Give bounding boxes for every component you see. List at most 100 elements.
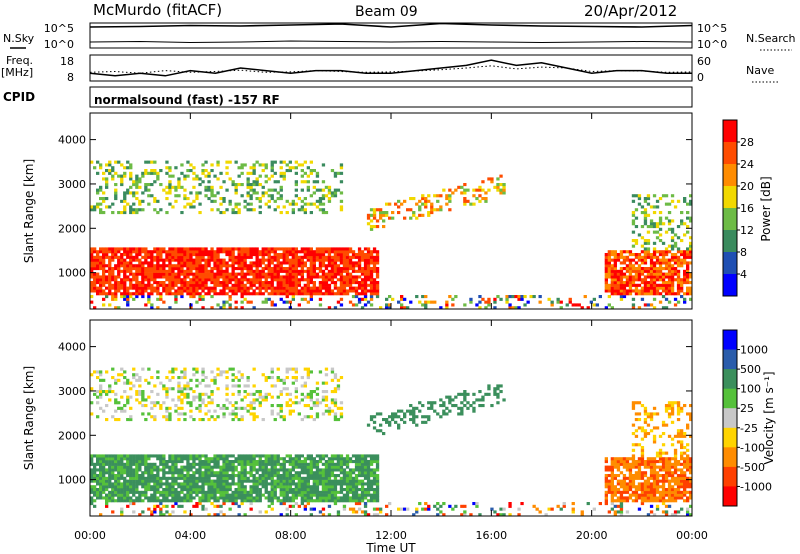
heatmap-cell: [201, 454, 205, 458]
heatmap-cell: [153, 289, 157, 293]
heatmap-cell: [114, 490, 118, 494]
heatmap-cell: [189, 476, 193, 480]
heatmap-cell: [673, 269, 678, 273]
heatmap-cell: [658, 292, 663, 296]
heatmap-cell: [288, 398, 292, 402]
heatmap-cell: [649, 225, 654, 229]
heatmap-cell: [610, 253, 614, 257]
heatmap-cell: [153, 275, 157, 279]
heatmap-cell: [201, 378, 205, 382]
heatmap-cell: [604, 275, 608, 279]
heatmap-cell: [240, 499, 244, 503]
heatmap-cell: [102, 267, 106, 271]
heatmap-cell: [487, 303, 491, 307]
heatmap-cell: [228, 177, 232, 181]
heatmap-cell: [111, 278, 115, 282]
heatmap-cell: [153, 281, 157, 285]
heatmap-cell: [255, 482, 259, 486]
heatmap-cell: [183, 476, 187, 480]
power-heatmap: [90, 160, 693, 310]
heatmap-cell: [406, 507, 410, 511]
heatmap-cell: [640, 292, 645, 296]
heatmap-cell: [255, 275, 259, 279]
heatmap-cell: [189, 454, 193, 458]
heatmap-cell: [198, 295, 202, 299]
heatmap-cell: [216, 387, 220, 391]
heatmap-cell: [213, 281, 217, 285]
heatmap-cell: [315, 253, 320, 257]
heatmap-cell: [366, 476, 371, 480]
heatmap-cell: [159, 510, 163, 514]
heatmap-cell: [499, 297, 503, 301]
heatmap-cell: [336, 465, 341, 469]
heatmap-cell: [321, 482, 326, 486]
heatmap-cell: [147, 507, 151, 511]
heatmap-cell: [141, 412, 145, 416]
heatmap-cell: [433, 300, 437, 304]
heatmap-cell: [613, 258, 617, 262]
heatmap-cell: [183, 387, 187, 391]
heatmap-cell: [457, 406, 461, 410]
heatmap-cell: [141, 510, 145, 514]
heatmap-cell: [363, 493, 368, 497]
heatmap-cell: [126, 292, 130, 296]
heatmap-cell: [252, 269, 256, 273]
heatmap-cell: [273, 247, 277, 251]
heatmap-cell: [676, 281, 681, 285]
heatmap-cell: [481, 404, 485, 408]
heatmap-cell: [375, 460, 380, 464]
heatmap-cell: [93, 479, 97, 483]
heatmap-cell: [291, 468, 295, 472]
heatmap-cell: [604, 272, 608, 276]
heatmap-cell: [210, 488, 214, 492]
heatmap-cell: [132, 490, 136, 494]
heatmap-cell: [216, 177, 220, 181]
heatmap-cell: [144, 289, 148, 293]
heatmap-cell: [177, 177, 181, 181]
heatmap-cell: [514, 306, 518, 310]
heatmap-cell: [168, 180, 172, 184]
heatmap-cell: [264, 300, 268, 304]
heatmap-cell: [264, 289, 268, 293]
heatmap-cell: [144, 275, 148, 279]
heatmap-cell: [156, 496, 160, 500]
heatmap-cell: [324, 476, 329, 480]
heatmap-cell: [240, 163, 244, 167]
heatmap-cell: [357, 255, 362, 259]
heatmap-cell: [225, 376, 229, 380]
heatmap-cell: [336, 258, 341, 262]
heatmap-cell: [360, 482, 365, 486]
heatmap-cell: [472, 502, 476, 506]
heatmap-cell: [183, 269, 187, 273]
heatmap-cell: [375, 429, 380, 433]
heatmap-cell: [201, 247, 205, 251]
heatmap-cell: [616, 286, 621, 290]
heatmap-cell: [192, 205, 196, 209]
heatmap-cell: [312, 275, 316, 279]
heatmap-cell: [210, 398, 214, 402]
heatmap-cell: [234, 300, 238, 304]
heatmap-cell: [177, 247, 181, 251]
heatmap-cell: [300, 278, 304, 282]
heatmap-cell: [225, 283, 229, 287]
heatmap-cell: [363, 513, 368, 517]
heatmap-cell: [385, 303, 389, 307]
heatmap-cell: [363, 460, 368, 464]
heatmap-cell: [300, 180, 304, 184]
heatmap-cell: [102, 199, 106, 203]
heatmap-cell: [324, 471, 329, 475]
heatmap-cell: [159, 272, 163, 276]
heatmap-cell: [652, 297, 657, 301]
heatmap-cell: [156, 465, 160, 469]
heatmap-cell: [237, 174, 241, 178]
heatmap-cell: [132, 264, 136, 268]
heatmap-cell: [222, 468, 226, 472]
heatmap-cell: [333, 253, 338, 257]
heatmap-cell: [210, 370, 214, 374]
heatmap-cell: [556, 504, 560, 508]
heatmap-cell: [201, 507, 205, 511]
heatmap-cell: [285, 376, 289, 380]
heatmap-cell: [249, 499, 253, 503]
heatmap-cell: [613, 272, 617, 276]
heatmap-cell: [258, 283, 262, 287]
